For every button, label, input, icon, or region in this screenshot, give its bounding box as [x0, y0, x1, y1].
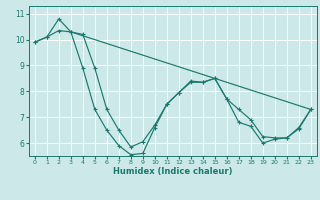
- X-axis label: Humidex (Indice chaleur): Humidex (Indice chaleur): [113, 167, 233, 176]
